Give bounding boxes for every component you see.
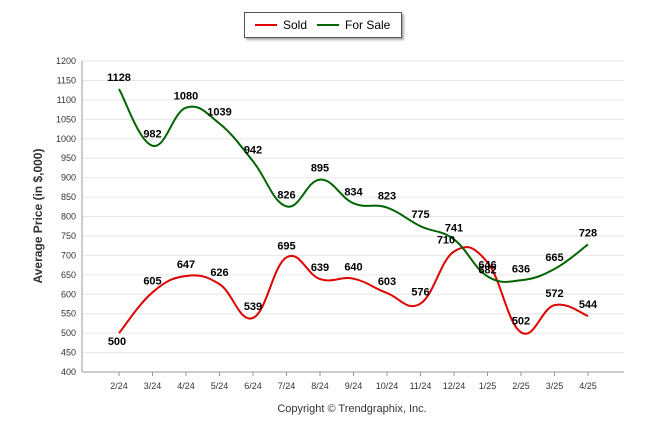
y-tick-label: 550 xyxy=(61,309,76,319)
data-label-for-sale: 895 xyxy=(311,163,329,175)
y-tick-label: 750 xyxy=(61,231,76,241)
data-label-sold: 539 xyxy=(244,301,262,313)
data-label-sold: 647 xyxy=(177,259,195,271)
x-tick-label: 12/24 xyxy=(443,381,466,391)
data-label-sold: 695 xyxy=(277,240,295,252)
y-tick-label: 500 xyxy=(61,328,76,338)
y-tick-label: 1000 xyxy=(56,134,76,144)
x-tick-label: 9/24 xyxy=(345,381,363,391)
data-label-for-sale: 741 xyxy=(445,222,463,234)
y-tick-label: 950 xyxy=(61,153,76,163)
x-tick-label: 4/25 xyxy=(579,381,597,391)
series-line-sold xyxy=(118,246,589,335)
data-label-sold: 603 xyxy=(378,276,396,288)
copyright-text: Copyright © Trendgraphix, Inc. xyxy=(277,403,426,415)
data-label-for-sale: 823 xyxy=(378,191,396,203)
y-tick-label: 400 xyxy=(61,367,76,377)
x-tick-label: 5/24 xyxy=(211,381,229,391)
x-tick-label: 7/24 xyxy=(278,381,296,391)
legend-swatch-sold xyxy=(255,24,277,26)
y-tick-label: 600 xyxy=(61,289,76,299)
data-label-for-sale: 1128 xyxy=(107,72,131,84)
y-tick-label: 850 xyxy=(61,192,76,202)
x-tick-label: 8/24 xyxy=(311,381,329,391)
x-tick-label: 11/24 xyxy=(410,381,432,391)
data-label-for-sale: 665 xyxy=(545,252,563,264)
data-label-sold: 576 xyxy=(411,287,429,299)
legend-swatch-for-sale xyxy=(317,24,339,26)
y-tick-label: 900 xyxy=(61,173,76,183)
x-tick-label: 10/24 xyxy=(376,381,399,391)
x-tick-label: 3/24 xyxy=(144,381,162,391)
x-tick-label: 4/24 xyxy=(177,381,195,391)
data-label-sold: 710 xyxy=(437,234,455,246)
data-label-sold: 500 xyxy=(108,336,126,348)
data-label-for-sale: 775 xyxy=(411,209,429,221)
x-tick-label: 2/25 xyxy=(512,381,530,391)
data-label-for-sale: 728 xyxy=(579,227,597,239)
y-tick-label: 800 xyxy=(61,212,76,222)
data-label-sold: 572 xyxy=(545,288,563,300)
y-tick-label: 1150 xyxy=(57,75,76,85)
grid-lines xyxy=(82,60,624,373)
data-label-for-sale: 942 xyxy=(244,144,262,156)
x-tick-label: 1/25 xyxy=(479,381,497,391)
data-label-sold: 639 xyxy=(311,262,329,274)
legend-item-for-sale[interactable]: For Sale xyxy=(317,18,390,32)
y-tick-label: 450 xyxy=(61,348,76,358)
axes: 400 450 500 550 600 650 700 750 800 850 900 950 1000… xyxy=(56,56,624,391)
legend-label-for-sale: For Sale xyxy=(345,18,391,32)
data-label-for-sale: 1039 xyxy=(207,107,231,119)
data-label-for-sale: 636 xyxy=(512,263,530,275)
y-tick-label: 1050 xyxy=(56,114,76,124)
series-line-for-sale xyxy=(118,88,589,283)
x-tick-label: 2/24 xyxy=(110,381,128,391)
data-label-for-sale: 982 xyxy=(143,129,161,141)
data-label-sold: 605 xyxy=(143,275,161,287)
data-label-sold: 544 xyxy=(579,299,598,311)
legend: Sold For Sale xyxy=(244,12,402,38)
y-tick-label: 1200 xyxy=(56,56,76,66)
y-axis-label: Average Price (in $,000) xyxy=(31,149,45,284)
series-lines xyxy=(118,88,589,335)
data-label-for-sale: 834 xyxy=(344,186,363,198)
x-tick-label: 6/24 xyxy=(244,381,262,391)
data-label-for-sale: 1080 xyxy=(174,91,198,103)
data-label-for-sale: 826 xyxy=(277,189,295,201)
data-label-sold: 640 xyxy=(344,262,362,274)
y-tick-label: 1100 xyxy=(57,95,76,105)
y-tick-label: 700 xyxy=(61,250,76,260)
data-labels: 500 605 647 626 539 695 639 640 603 576 710 682 502 5… xyxy=(107,72,598,348)
data-label-sold: 682 xyxy=(478,264,496,276)
data-label-sold: 626 xyxy=(210,267,228,279)
legend-item-sold[interactable]: Sold xyxy=(255,18,307,32)
data-label-sold: 502 xyxy=(512,315,530,327)
y-tick-label: 650 xyxy=(61,270,76,280)
legend-label-sold: Sold xyxy=(283,18,308,32)
data-label-for-sale: 646 xyxy=(478,259,496,271)
x-tick-label: 3/25 xyxy=(546,381,564,391)
